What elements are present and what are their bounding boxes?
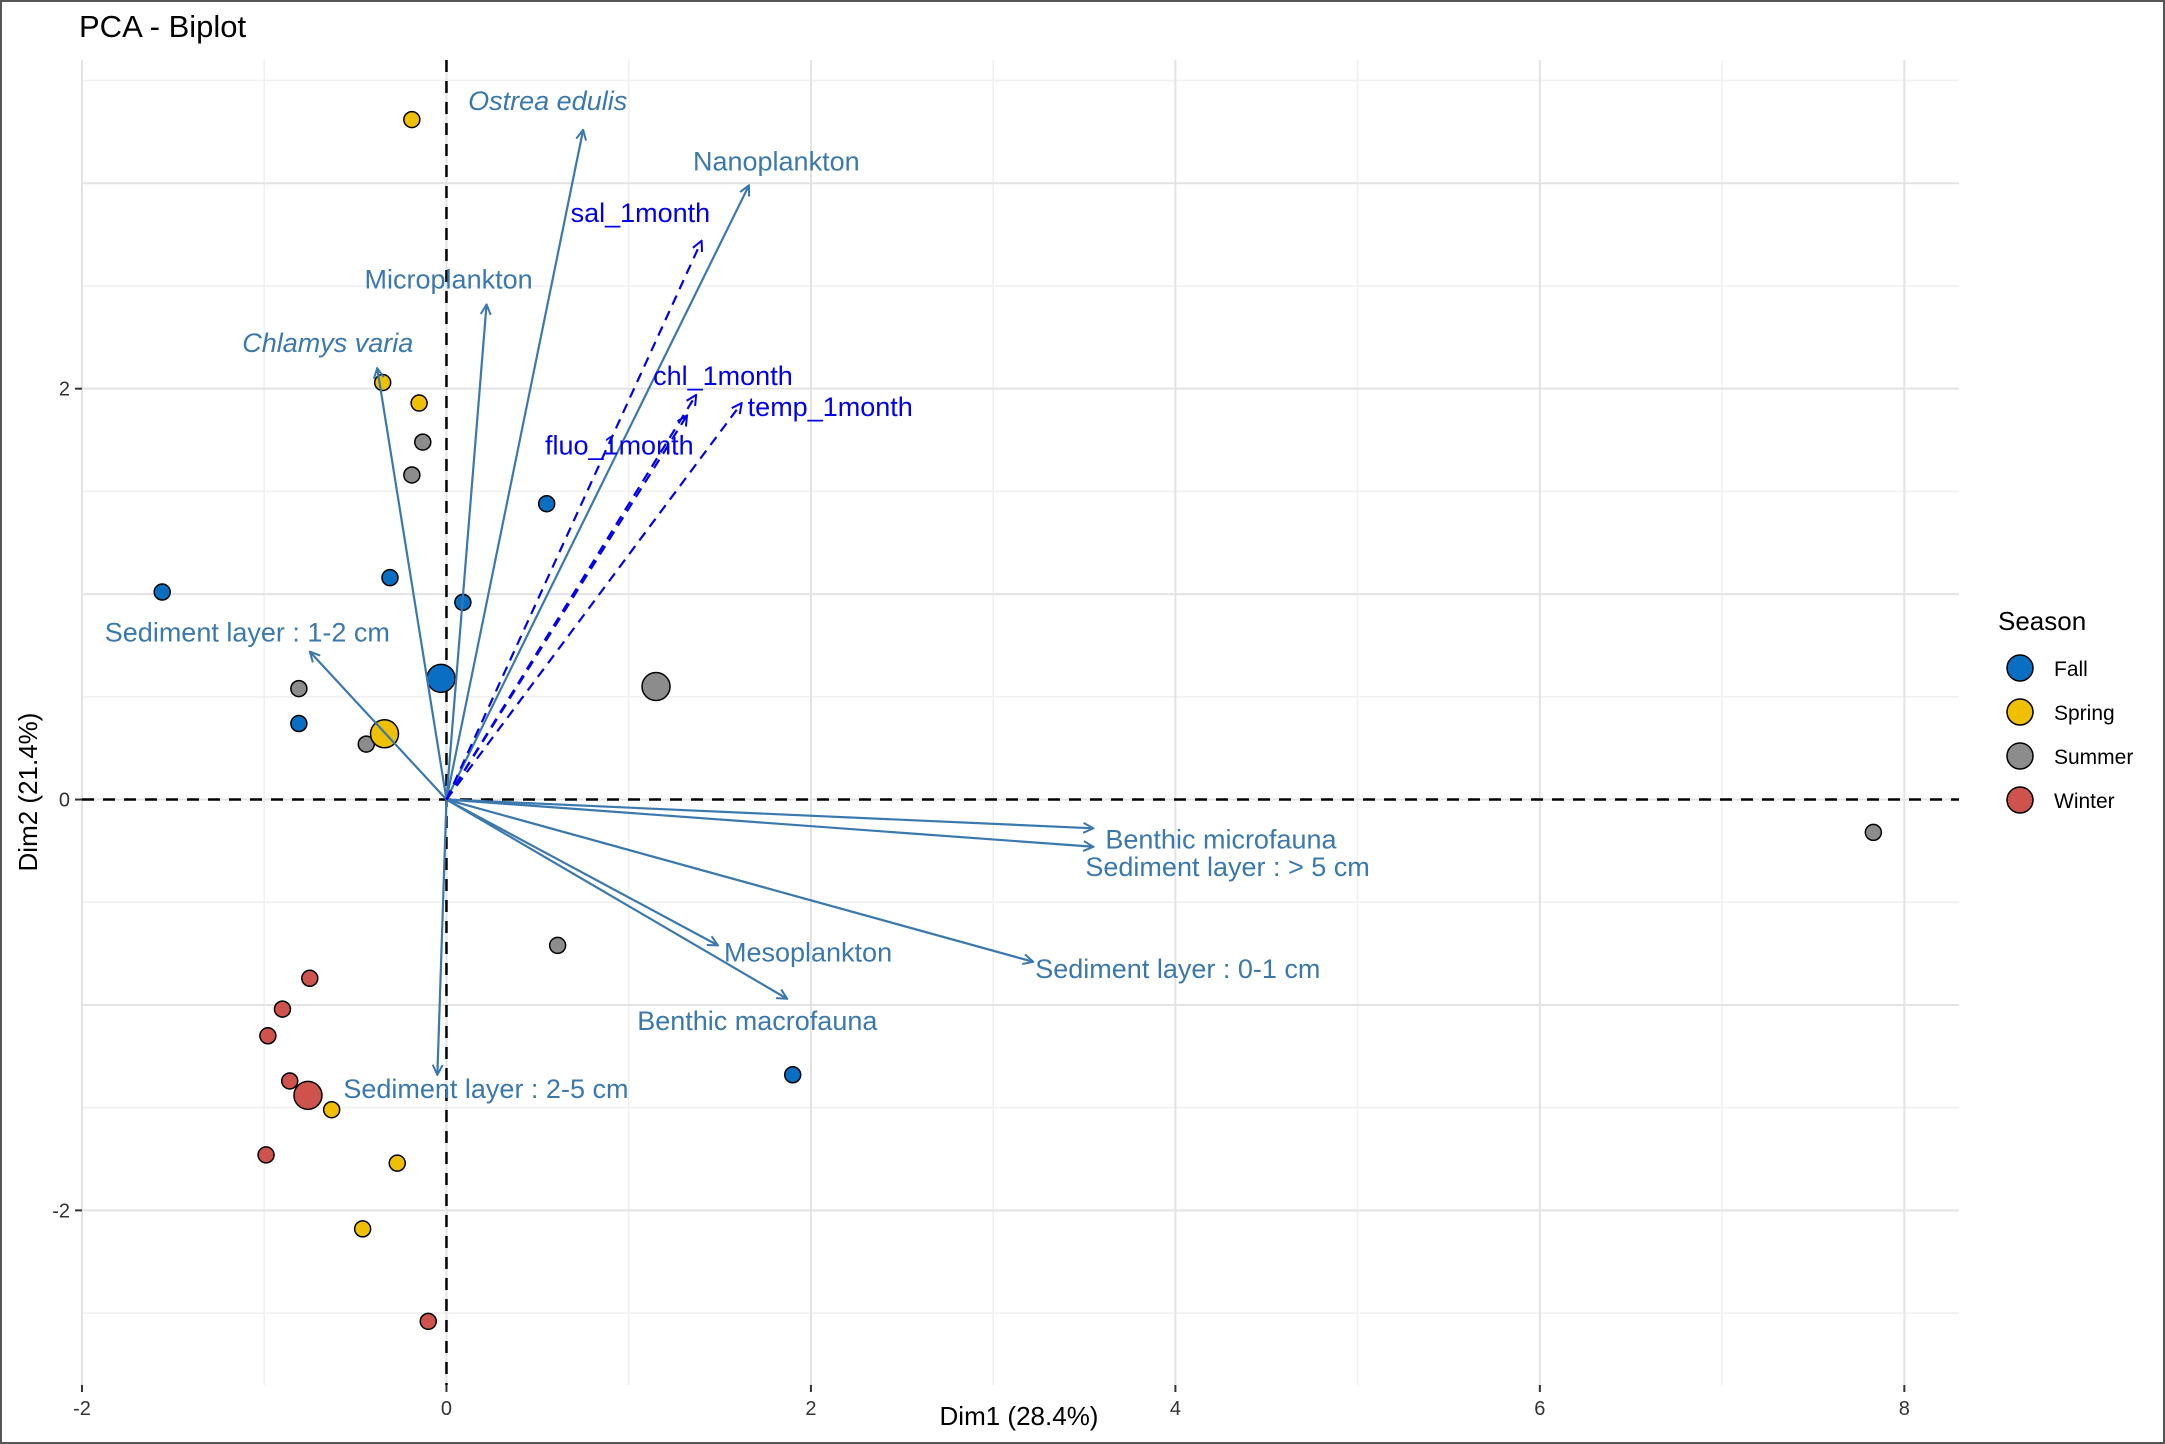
point-fall (783, 1066, 802, 1084)
legend-label-spring: Spring (2054, 702, 2115, 725)
point-fall (381, 568, 399, 587)
label-benthic-microfauna: Benthic microfauna (1105, 824, 1337, 854)
label-ostrea-edulis: Ostrea edulis (468, 86, 627, 116)
x-tick-label: 2 (805, 1398, 816, 1420)
point-winter (280, 1072, 299, 1090)
chart-title: PCA - Biplot (79, 9, 247, 44)
arrow-sediment-layer-5-cm (446, 798, 1093, 847)
point-winter (301, 969, 319, 988)
legend-swatch-winter (2006, 786, 2034, 814)
centroid-summer (641, 671, 671, 702)
arrow-sediment-layer-2-5-cm (437, 799, 448, 1075)
legend-swatch-summer (2006, 742, 2034, 770)
label-chlamys-varia: Chlamys varia (242, 328, 413, 358)
point-spring (373, 373, 392, 392)
arrow-benthic-microfauna (446, 798, 1093, 829)
label-sediment-layer-5-cm: Sediment layer : > 5 cm (1085, 852, 1369, 882)
point-winter (257, 1146, 275, 1164)
supplementary-arrows: sal_1month chl_1month fluo_1month temp_1mon… (445, 198, 913, 801)
point-summer (414, 433, 432, 451)
legend: Season Fall Spring Summer Winter (1998, 606, 2133, 814)
x-tick-label: 4 (1170, 1398, 1181, 1420)
label-chl-1month: chl_1month (653, 361, 793, 391)
y-tick-label: -2 (52, 1200, 70, 1222)
point-fall (153, 583, 171, 601)
x-axis-label: Dim1 (28.4%) (940, 1401, 1099, 1431)
label-microplankton: Microplankton (365, 264, 533, 294)
point-winter (419, 1312, 437, 1331)
label-sediment-layer-1-2-cm: Sediment layer : 1-2 cm (105, 618, 390, 648)
label-sediment-layer-0-1-cm: Sediment layer : 0-1 cm (1035, 954, 1320, 984)
label-benthic-macrofauna: Benthic macrofauna (637, 1006, 878, 1036)
label-sediment-layer-2-5-cm: Sediment layer : 2-5 cm (343, 1074, 628, 1104)
point-summer (548, 936, 567, 955)
arrow-microplankton (445, 304, 486, 800)
individual-points (153, 110, 1883, 1331)
arrow-sediment-layer-1-2-cm (310, 652, 448, 801)
point-spring (403, 110, 421, 129)
arrow-ostrea-edulis (445, 130, 583, 800)
x-tick-label: 8 (1899, 1398, 1910, 1420)
centroid-fall (426, 663, 456, 694)
x-tick-label: 6 (1534, 1398, 1545, 1420)
grid (81, 60, 1959, 1385)
label-nanoplankton: Nanoplankton (693, 146, 860, 176)
label-fluo-1month: fluo_1month (545, 430, 694, 460)
point-summer (290, 679, 308, 698)
point-winter (273, 1000, 292, 1018)
y-tick-label: 0 (59, 790, 70, 812)
legend-title: Season (1998, 606, 2086, 636)
x-tick-label: 0 (441, 1398, 452, 1420)
label-temp-1month: temp_1month (748, 392, 913, 422)
y-axis-label: Dim2 (21.4%) (13, 713, 43, 872)
point-fall (290, 714, 308, 733)
arrow-nanoplankton (445, 185, 749, 801)
arrow-chlamys-varia (377, 368, 448, 800)
zero-lines (82, 60, 1959, 1385)
legend-swatch-spring (2006, 698, 2034, 726)
point-summer (403, 466, 421, 484)
arrow-benthic-macrofauna (445, 798, 787, 999)
legend-swatch-fall (2006, 654, 2034, 682)
variable-arrows: Ostrea edulis Nanoplankton Microplankton Ch… (105, 86, 1370, 1104)
point-spring (410, 394, 428, 412)
point-fall (537, 494, 556, 513)
arrow-sediment-layer-0-1-cm (446, 798, 1033, 962)
x-tick-label: -2 (73, 1398, 91, 1420)
point-winter (259, 1027, 277, 1045)
arrow-temp-1month (445, 403, 741, 801)
arrow-fluo-1month (445, 415, 687, 801)
axis-ticks: -2 0 2 4 6 8 -2 0 2 (52, 379, 1910, 1420)
arrow-mesoplankton (445, 798, 718, 946)
point-spring (353, 1220, 372, 1238)
label-mesoplankton: Mesoplankton (724, 937, 892, 967)
y-tick-label: 2 (59, 379, 70, 401)
centroid-winter (293, 1080, 323, 1111)
label-sal-1month: sal_1month (571, 198, 711, 228)
point-spring (322, 1100, 341, 1119)
legend-label-winter: Winter (2054, 790, 2115, 813)
point-summer (1864, 823, 1883, 842)
arrow-chl-1month (445, 395, 696, 801)
arrow-sal-1month (445, 241, 701, 800)
legend-label-summer: Summer (2054, 746, 2133, 769)
legend-label-fall: Fall (2054, 658, 2088, 681)
point-spring (388, 1154, 407, 1172)
